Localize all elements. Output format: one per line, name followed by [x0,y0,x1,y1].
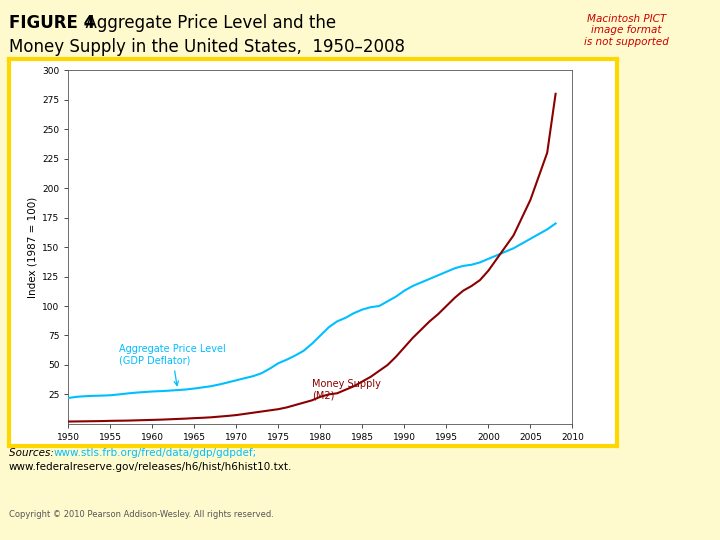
Text: Macintosh PICT
image format
is not supported: Macintosh PICT image format is not suppo… [584,14,669,46]
Text: Sources:: Sources: [9,448,60,458]
Text: FIGURE 4: FIGURE 4 [9,14,95,31]
Text: www.stls.frb.org/fred/data/gdp/gdpdef;: www.stls.frb.org/fred/data/gdp/gdpdef; [54,448,257,458]
Text: Money Supply in the United States,  1950–2008: Money Supply in the United States, 1950–… [9,38,405,56]
Y-axis label: Index (1987 = 100): Index (1987 = 100) [28,197,38,298]
Text: Money Supply
(M2): Money Supply (M2) [312,379,381,401]
Text: www.federalreserve.gov/releases/h6/hist/h6hist10.txt.: www.federalreserve.gov/releases/h6/hist/… [9,462,292,472]
Text: Aggregate Price Level
(GDP Deflator): Aggregate Price Level (GDP Deflator) [119,344,225,386]
Text: Aggregate Price Level and the: Aggregate Price Level and the [75,14,336,31]
Text: Copyright © 2010 Pearson Addison-Wesley. All rights reserved.: Copyright © 2010 Pearson Addison-Wesley.… [9,510,274,519]
